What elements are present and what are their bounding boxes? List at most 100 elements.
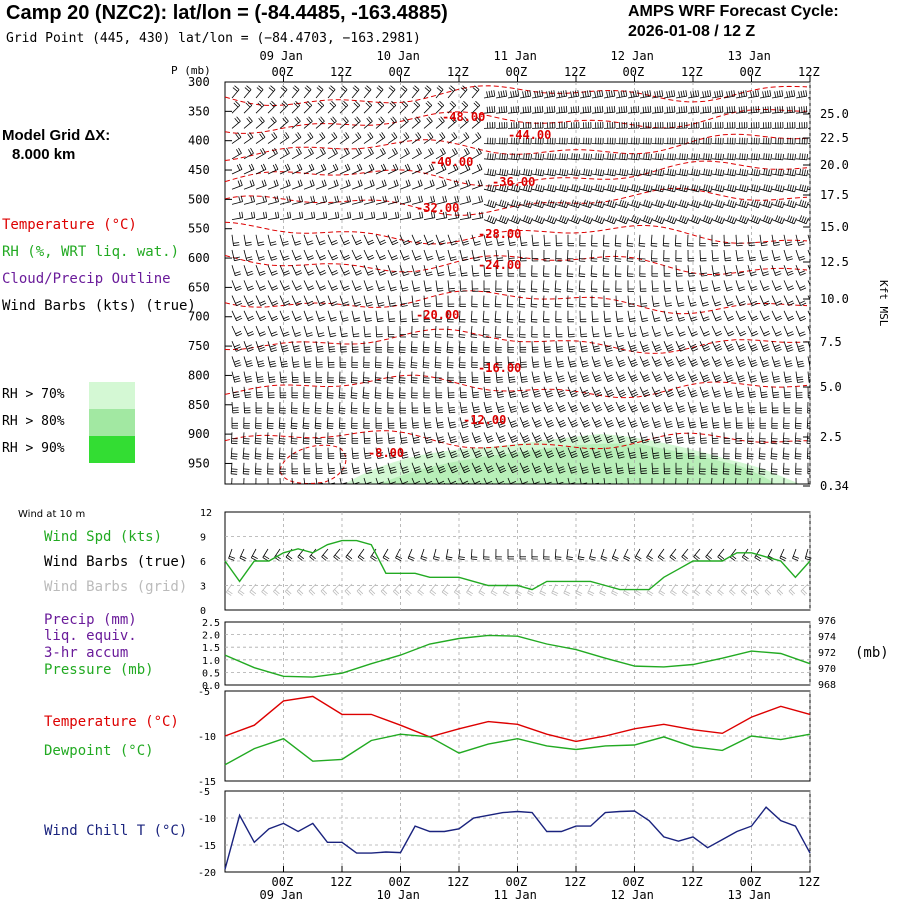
- wind-barb: [783, 158, 795, 161]
- wind-barb-flag: [334, 196, 337, 203]
- wind-barb: [447, 265, 451, 277]
- wind-barb: [579, 417, 585, 428]
- wind-barb-flag: [801, 169, 804, 176]
- wind-barb-flag: [767, 185, 771, 192]
- wind-barb-flag: [630, 359, 637, 363]
- top-date-label: 09 Jan: [260, 49, 303, 63]
- wind-barb-flag: [583, 392, 590, 396]
- wind-barb-flag: [559, 215, 563, 222]
- wind-barb: [231, 280, 237, 291]
- wind-barb: [759, 249, 763, 261]
- wind-barb: [627, 417, 633, 428]
- wind-barb-flag: [774, 106, 777, 113]
- wind-barb: [279, 356, 283, 368]
- wind-barb-flag: [483, 321, 490, 323]
- wind-barb-flag: [491, 217, 495, 223]
- wind-barb: [806, 417, 809, 429]
- wind-barb: [351, 120, 361, 129]
- wind-barb-flag: [486, 243, 493, 246]
- wind-barb-flag: [498, 465, 505, 469]
- wind-barb-flag: [365, 457, 372, 459]
- wind-barb-flag: [799, 285, 806, 289]
- wind-barb-flag: [258, 256, 265, 259]
- wind-barb-flag: [739, 153, 741, 160]
- wind-barb-flag: [413, 102, 419, 108]
- wind-barb-flag: [425, 436, 432, 439]
- wind-barb-flag: [546, 435, 553, 439]
- wind-barb-flag: [751, 168, 754, 175]
- wind-barb-flag: [292, 87, 298, 92]
- grid-value: 8.000 km: [12, 146, 76, 163]
- wind-barb-flag: [382, 147, 386, 154]
- wind-barb: [759, 158, 771, 161]
- wind-barb: [363, 432, 365, 444]
- kft-label: 17.5: [820, 188, 849, 202]
- wind-barb-flag: [631, 361, 637, 365]
- wind-barb: [519, 204, 531, 209]
- wind-barb-flag: [625, 106, 628, 113]
- wind-barb-flag: [385, 211, 388, 218]
- wind-barb-flag: [737, 411, 744, 414]
- wind-barb-flag: [318, 85, 324, 90]
- wind-barb-flag: [811, 316, 817, 318]
- wind-barb-flag: [525, 106, 527, 113]
- wind-barb: [615, 295, 617, 307]
- wind-barb-flag: [517, 106, 520, 113]
- wind-barb-flag: [570, 485, 576, 486]
- wind-barb-flag: [405, 180, 409, 187]
- wind-barb-flag: [341, 333, 348, 335]
- wind-barb: [399, 201, 411, 205]
- wind-barb: [483, 234, 488, 246]
- wind-barb-flag: [343, 254, 350, 259]
- wind-barb: [435, 201, 447, 205]
- wind-barb: [699, 188, 711, 193]
- wind-barb-flag: [429, 132, 434, 138]
- wind-barb-flag: [558, 377, 565, 381]
- wind-barb-flag: [437, 436, 444, 439]
- wind-barb: [603, 204, 615, 209]
- wind-barb-flag: [364, 333, 371, 335]
- wind-barb-flag: [353, 482, 360, 484]
- wind-barb: [771, 219, 783, 225]
- wind-barb-flag: [234, 362, 241, 365]
- wind-barb: [339, 105, 349, 114]
- isotherm-label: -8.00: [368, 446, 404, 460]
- wind-barb-flag: [294, 85, 300, 90]
- wind-barb-flag: [619, 349, 626, 353]
- wind-barb-flag: [477, 486, 482, 489]
- wind-barb-flag: [498, 396, 504, 398]
- wind-barb-flag: [577, 90, 580, 97]
- wind-barb-flag: [487, 153, 489, 160]
- wind-barb: [699, 280, 703, 292]
- wind-barb: [579, 325, 582, 337]
- wind-barb: [375, 169, 387, 175]
- wind-barb-flag: [635, 201, 639, 208]
- wind-barb-flag: [753, 106, 755, 113]
- wind-barb-flag: [642, 374, 649, 378]
- wind-barb-flag: [609, 106, 611, 113]
- wind-barb-flag: [668, 90, 671, 97]
- wind-barb: [459, 185, 471, 190]
- wind-barb-flag: [677, 302, 684, 305]
- wind-barb-flag: [500, 454, 507, 458]
- wind-barb: [663, 111, 675, 114]
- wind-barb-flag: [450, 240, 457, 244]
- wind-barb-flag: [738, 377, 745, 381]
- wind-barb-flag: [653, 436, 660, 439]
- wind-barb-flag: [388, 439, 395, 442]
- wind-barb: [483, 341, 485, 353]
- wind-barb: [807, 371, 810, 383]
- wind-barb-flag: [560, 424, 567, 428]
- wind-barb-flag: [543, 306, 550, 308]
- wind-barb-flag: [498, 91, 501, 98]
- wind-barb-flag: [438, 465, 445, 469]
- wind-barb: [351, 169, 363, 175]
- wind-barb-flag: [762, 380, 769, 383]
- wind-barb-flag: [559, 394, 566, 398]
- wind-barb-flag: [606, 389, 613, 393]
- wind-barb: [255, 105, 265, 114]
- wind-barb: [291, 89, 300, 99]
- wind-barb-flag: [755, 90, 757, 97]
- wind-barb-flag: [439, 100, 445, 106]
- wind-barb-flag: [475, 100, 481, 106]
